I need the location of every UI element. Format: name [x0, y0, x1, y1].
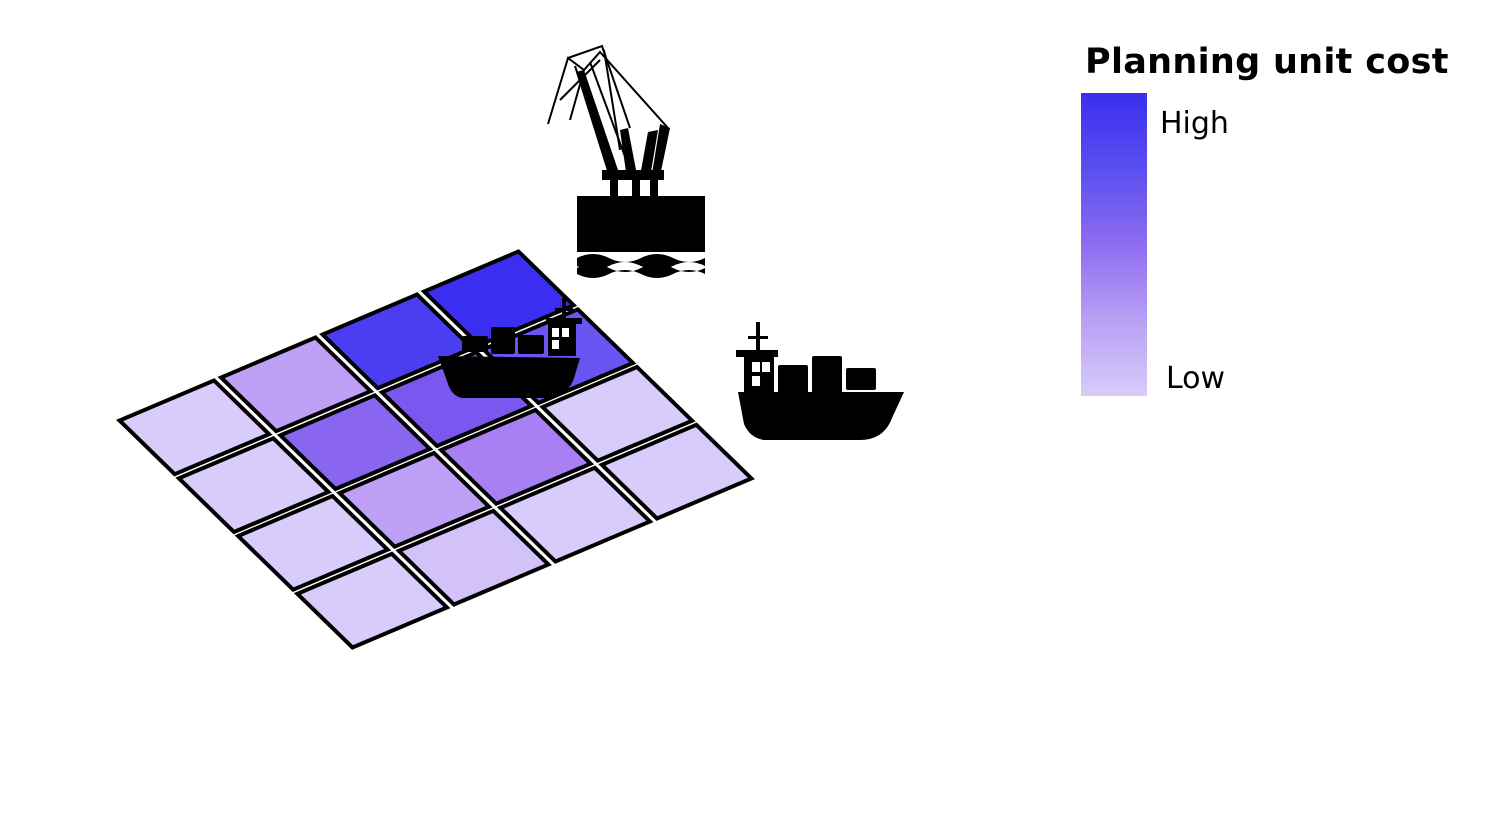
planning-unit-cell [319, 292, 476, 391]
planning-unit-cell [276, 392, 434, 492]
harbor-crane-icon [547, 44, 705, 278]
planning-unit-cell [496, 465, 654, 564]
cargo-ship-icon [736, 322, 904, 440]
planning-unit-cell [116, 378, 273, 477]
legend-high-label: High [1160, 106, 1229, 141]
planning-unit-cell [293, 551, 451, 650]
planning-unit-cell [217, 335, 375, 434]
planning-unit-cell [395, 508, 552, 607]
planning-unit-cell [336, 450, 493, 550]
legend-title: Planning unit cost [1085, 42, 1449, 82]
planning-unit-cell [175, 435, 332, 535]
planning-unit-cell [437, 407, 595, 507]
legend-low-label: Low [1166, 361, 1226, 396]
planning-unit-cell [539, 364, 696, 464]
planning-unit-cell [234, 493, 392, 593]
legend-gradient-bar [1081, 93, 1147, 396]
cargo-ship-icon [438, 298, 582, 398]
planning-unit-cell [598, 422, 755, 521]
grid-cells [116, 249, 755, 650]
